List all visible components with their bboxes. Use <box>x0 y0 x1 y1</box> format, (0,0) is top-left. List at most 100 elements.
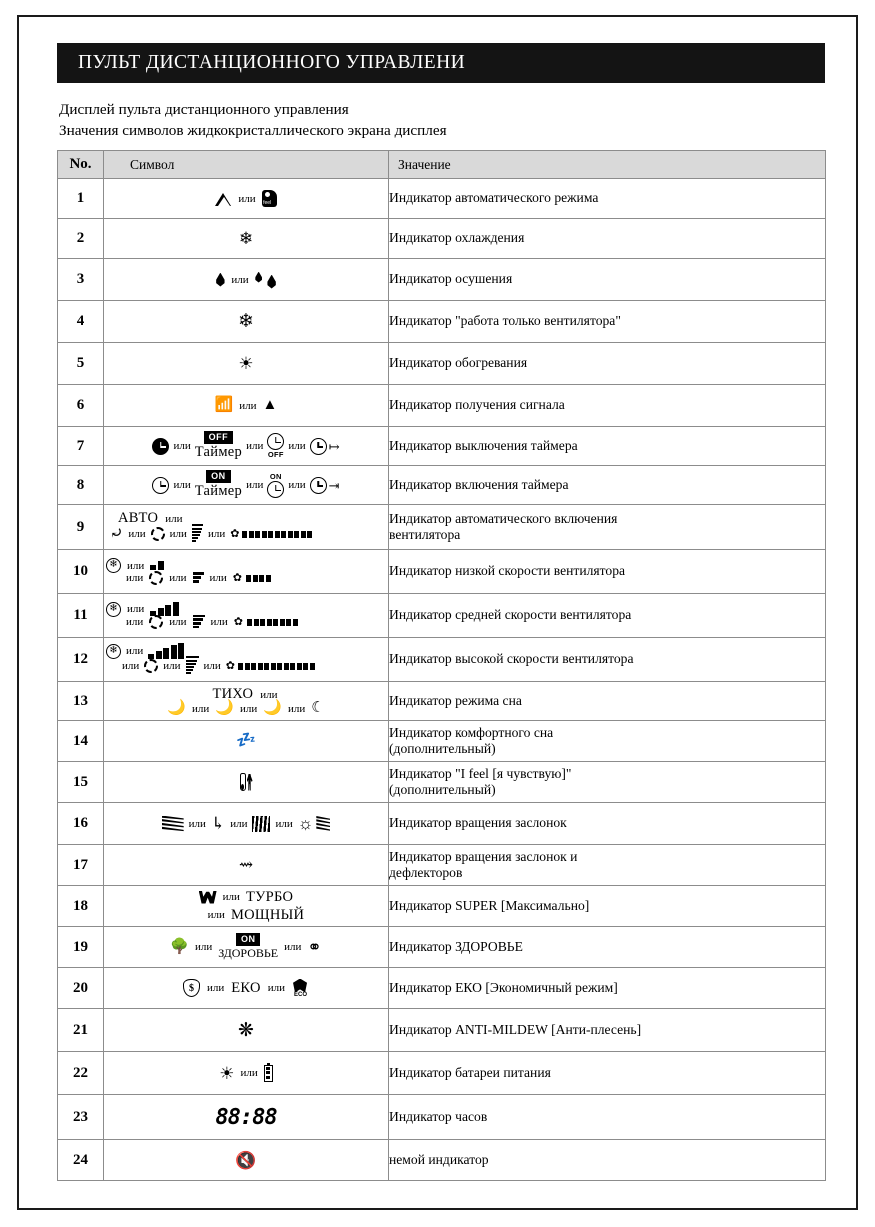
or-label: или <box>173 440 191 452</box>
fan-blade-icon: ✿ <box>232 571 243 584</box>
meaning-cell: Индикатор "I feel [я чувствую]" (дополни… <box>388 761 826 803</box>
table-header-row: No. Символ Значение <box>57 150 826 179</box>
or-label: или <box>246 479 264 491</box>
swing-fan-louver-icon <box>161 815 184 832</box>
symbol-cell: $ или ЕКО или ECO <box>103 967 389 1009</box>
row-number: 22 <box>57 1051 104 1095</box>
row-number: 9 <box>57 504 104 550</box>
symbol-cell: 88:88 <box>103 1094 389 1140</box>
on-small-label: ON <box>269 472 282 481</box>
clock-lcd-digits: 88:88 <box>215 1104 277 1130</box>
dashed-circle-icon <box>150 527 165 541</box>
symbol-cell: ❄ или или или или <box>103 549 389 594</box>
crescent-moon-icon: 🌙 <box>263 700 282 716</box>
meaning-line-1: Индикатор выключения таймера <box>389 437 578 453</box>
or-label: или <box>207 528 226 540</box>
table-row: 7 или OFF Таймер или OF <box>57 426 826 466</box>
arrow-out-icon: ↦ <box>328 438 340 454</box>
or-label: или <box>239 702 258 715</box>
meaning-line-1: Индикатор осушения <box>389 271 513 287</box>
meaning-line-1: Индикатор охлаждения <box>389 230 525 246</box>
meaning-line-1: Индикатор "работа только вентилятора" <box>389 313 621 329</box>
or-label: или <box>188 817 206 830</box>
ifeel-person-icon <box>261 190 277 207</box>
column-header-symbol: Символ <box>103 150 389 179</box>
thermometer-icon <box>239 773 246 791</box>
dashed-circle-icon <box>149 615 164 629</box>
table-row: 10 ❄ или или или <box>57 549 826 594</box>
off-small-label: OFF <box>267 450 284 459</box>
subtitle-line-2: Значения символов жидкокристаллического … <box>59 121 447 139</box>
row-number: 24 <box>57 1139 104 1181</box>
row-number: 19 <box>57 926 104 968</box>
document-page: ПУЛЬТ ДИСТАНЦИОННОГО УПРАВЛЕНИ Дисплей п… <box>17 15 858 1210</box>
auto-word: АВТО <box>118 510 159 527</box>
meaning-line-1: Индикатор комфортного сна <box>389 724 554 740</box>
or-label: или <box>126 645 144 658</box>
symbol-cell: или OFF Таймер или OFF или <box>103 426 389 466</box>
moon-with-star-icon: ☾ <box>311 700 325 716</box>
leaf-eco-icon: ECO <box>292 978 309 998</box>
or-label: или <box>206 982 225 994</box>
meaning-line-1: Индикатор средней скорости вентилятора <box>389 607 632 623</box>
table-row: 9 АВТО или ⤾ или или <box>57 504 826 550</box>
or-label: или <box>163 660 181 672</box>
or-label: или <box>231 273 249 286</box>
power-word: МОЩНЫЙ <box>230 906 305 923</box>
ion-health-icon: ⚭ <box>307 937 322 957</box>
signal-wave-icon: 📶 <box>214 397 234 413</box>
column-header-meaning: Значение <box>388 150 826 179</box>
timer-word-on: Таймер <box>194 483 243 499</box>
meaning-cell: Индикатор высокой скорости вентилятора <box>388 637 826 682</box>
symbol-cell: ☀ <box>103 342 389 385</box>
dashed-circle-icon <box>144 659 159 673</box>
meaning-line-1: Индикатор низкой скорости вентилятора <box>389 563 626 579</box>
or-label: или <box>173 479 191 491</box>
table-row: 22 ☀ или Индикатор батареи питания <box>57 1051 826 1095</box>
table-row: 8 или ON Таймер или ON <box>57 465 826 505</box>
symbol-cell: ☀ или <box>103 1051 389 1095</box>
or-label: или <box>169 528 187 540</box>
symbol-cell: ❄ <box>103 218 389 259</box>
off-badge: OFF <box>203 431 234 444</box>
or-label: или <box>288 479 306 491</box>
meaning-cell: Индикатор "работа только вентилятора" <box>388 300 826 343</box>
meaning-cell: Индикатор ANTI-MILDEW [Анти-плесень] <box>388 1008 826 1052</box>
table-row: 18 или ТУРБО или МОЩНЫЙ <box>57 885 826 927</box>
meaning-line-1: Индикатор обогревания <box>389 355 528 371</box>
clock-outline-icon <box>267 433 285 450</box>
table-row: 21 ❋ Индикатор ANTI-MILDEW [Анти-плесень… <box>57 1008 826 1052</box>
or-label: или <box>288 440 306 452</box>
or-label: или <box>239 399 257 412</box>
timer-word-off: Таймер <box>194 444 243 460</box>
meaning-line-1: Индикатор получения сигнала <box>389 397 565 413</box>
meaning-line-1: Индикатор SUPER [Максимально] <box>389 897 590 913</box>
meaning-line-1: Индикатор вращения заслонок <box>389 815 567 831</box>
or-label: или <box>126 572 144 584</box>
sun-heating-icon: ☀ <box>238 354 254 373</box>
or-label: или <box>238 192 256 205</box>
meaning-cell: Индикатор средней скорости вентилятора <box>388 593 826 638</box>
table-row: 17 ⇝ Индикатор вращения заслонок и дефле… <box>57 844 826 886</box>
money-bag-eco-icon: $ <box>182 979 200 997</box>
table-row: 6 📶 или ▲ Индикатор получения сигнала <box>57 384 826 427</box>
eco-word: ЕКО <box>231 979 261 996</box>
meaning-cell: Индикатор низкой скорости вентилятора <box>388 549 826 594</box>
page-content: ПУЛЬТ ДИСТАНЦИОННОГО УПРАВЛЕНИ Дисплей п… <box>57 43 826 1181</box>
symbol-cell: 📶 или ▲ <box>103 384 389 427</box>
table-row: 20 $ или ЕКО или ECO <box>57 967 826 1009</box>
table-row: 23 88:88 Индикатор часов <box>57 1094 826 1140</box>
triangle-auto-icon <box>215 192 232 206</box>
fan-only-icon: ❄ <box>238 311 254 332</box>
row-number: 17 <box>57 844 104 886</box>
fan-bars-med <box>150 602 179 617</box>
or-label: или <box>127 603 145 616</box>
row-number: 2 <box>57 218 104 259</box>
or-label: или <box>203 660 221 672</box>
symbol-cell: ❄ или или или или <box>103 593 389 638</box>
symbol-cell: или ТУРБО или МОЩНЫЙ <box>103 885 389 927</box>
row-number: 5 <box>57 342 104 385</box>
or-label: или <box>222 891 240 903</box>
meaning-cell: Индикатор осушения <box>388 258 826 301</box>
row-number: 20 <box>57 967 104 1009</box>
